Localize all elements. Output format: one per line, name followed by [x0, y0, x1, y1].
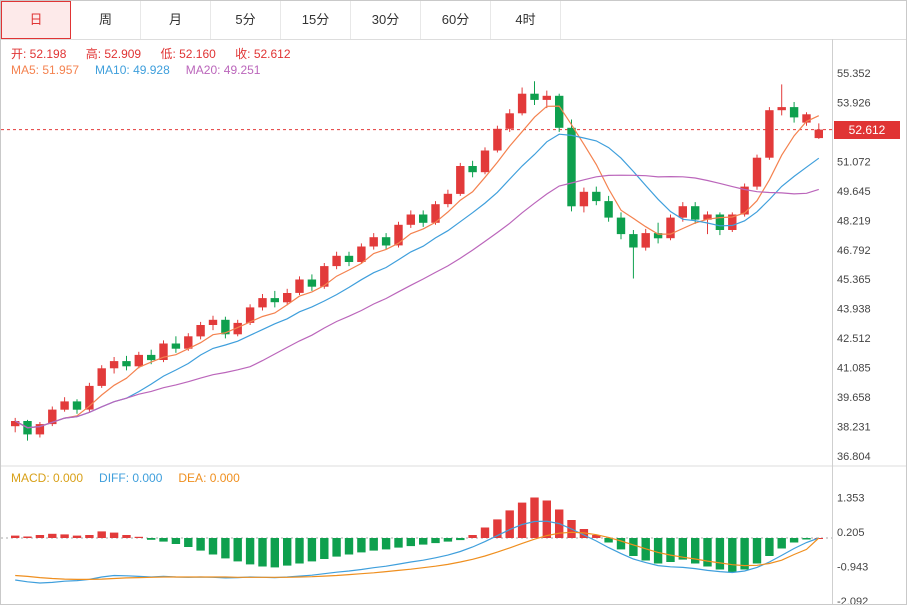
tab-month[interactable]: 月 [141, 1, 211, 39]
tab-15min[interactable]: 15分 [281, 1, 351, 39]
last-price-badge: 52.612 [834, 120, 900, 139]
ma10-line [14, 133, 820, 429]
macd-axis: 1.353 0.205 -0.943 -2.092 [837, 492, 868, 605]
close-value: 收: 52.612 [235, 47, 291, 61]
price-axis: 55.352 53.926 51.072 49.645 48.219 46.792 45.3… [837, 68, 871, 463]
tab-5min[interactable]: 5分 [211, 1, 281, 39]
period-tabbar: 日周月 5分 15分 30分 60分 4时 [1, 1, 906, 40]
macd-axis-label: 1.353 [837, 492, 865, 504]
ma5-line [14, 105, 820, 429]
price-axis-label: 39.658 [837, 392, 871, 404]
tab-week[interactable]: 周 [71, 1, 141, 39]
price-axis-label: 45.365 [837, 274, 871, 286]
ma10-legend: MA10: 49.928 [95, 63, 170, 77]
price-axis-label: 42.512 [837, 333, 871, 345]
price-axis-label: 41.085 [837, 363, 871, 375]
macd-legend-row: MACD: 0.000 DIFF: 0.000 DEA: 0.000 [11, 471, 256, 485]
chart-area: 55.352 53.926 51.072 49.645 48.219 46.792 45.3… [1, 39, 906, 604]
price-axis-label: 48.219 [837, 215, 871, 227]
ma5-legend: MA5: 51.957 [11, 63, 80, 77]
price-axis-label: 51.072 [837, 156, 871, 168]
macd-axis-label: -0.943 [837, 561, 868, 573]
price-axis-label: 49.645 [837, 186, 871, 198]
high-value: 高: 52.909 [85, 47, 142, 61]
low-value: 低: 52.160 [160, 47, 216, 61]
dea-legend: DEA: 0.000 [178, 471, 240, 485]
macd-axis-label: -2.092 [837, 596, 868, 605]
price-axis-label: 53.926 [837, 97, 871, 109]
ohlc-row: 开: 52.198 高: 52.909 低: 52.160 收: 52.612 [11, 45, 307, 62]
price-axis-label: 55.352 [837, 68, 871, 80]
price-axis-label: 38.231 [837, 422, 871, 434]
ma20-legend: MA20: 49.251 [185, 63, 261, 77]
ma20-line [14, 174, 819, 429]
diff-legend: DIFF: 0.000 [99, 471, 163, 485]
kline-chart[interactable]: 55.352 53.926 51.072 49.645 48.219 46.792 45.3… [1, 39, 907, 605]
tab-4hour[interactable]: 4时 [491, 1, 561, 39]
price-axis-label: 36.804 [837, 451, 871, 463]
macd-axis-label: 0.205 [837, 527, 865, 539]
tab-day[interactable]: 日 [1, 1, 71, 39]
ma-legend-row: MA5: 51.957 MA10: 49.928 MA20: 49.251 [11, 63, 276, 77]
tab-30min[interactable]: 30分 [351, 1, 421, 39]
price-axis-label: 43.938 [837, 304, 871, 316]
candlestick-layer [11, 81, 823, 441]
tab-60min[interactable]: 60分 [421, 1, 491, 39]
price-axis-label: 46.792 [837, 245, 871, 257]
dea-line [15, 531, 820, 581]
macd-legend: MACD: 0.000 [11, 471, 84, 485]
open-value: 开: 52.198 [11, 47, 67, 61]
